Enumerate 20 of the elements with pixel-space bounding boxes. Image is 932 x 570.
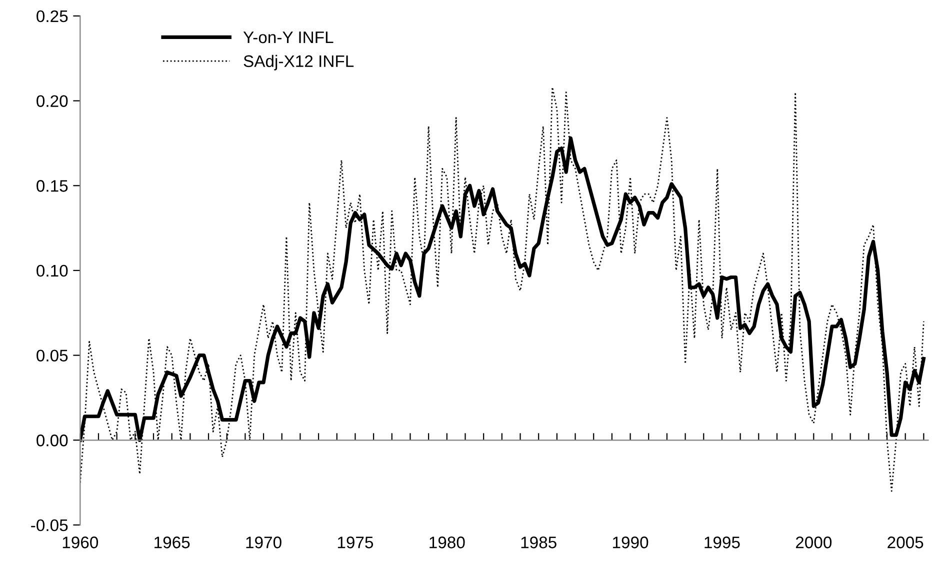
y-tick-label: -0.05: [31, 519, 68, 532]
legend-label: SAdj-X12 INFL: [244, 54, 354, 70]
y-tick-label: 0.20: [36, 95, 68, 107]
x-tick-label: 1995: [704, 536, 740, 548]
x-tick-label: 1960: [62, 536, 98, 548]
y-tick-label: 0.25: [36, 10, 68, 22]
x-tick-label: 1980: [430, 536, 465, 548]
x-tick-label: 1975: [338, 536, 374, 548]
line-series: [80, 86, 924, 492]
y-tick-label: 0.10: [36, 264, 68, 277]
x-tick-label: 1965: [154, 536, 190, 548]
y-tick-label: 0.15: [36, 180, 68, 192]
x-tick-label: 1990: [613, 536, 648, 548]
y-tick-label: 0.00: [36, 434, 68, 446]
x-tick-label: 2005: [888, 536, 924, 548]
y-tick-label: 0.05: [36, 350, 68, 362]
x-tick-label: 1985: [521, 536, 556, 548]
x-tick-label: 2000: [796, 536, 832, 548]
legend-label: Y-on-Y INFL: [243, 32, 334, 44]
x-tick-label: 1970: [246, 536, 282, 548]
